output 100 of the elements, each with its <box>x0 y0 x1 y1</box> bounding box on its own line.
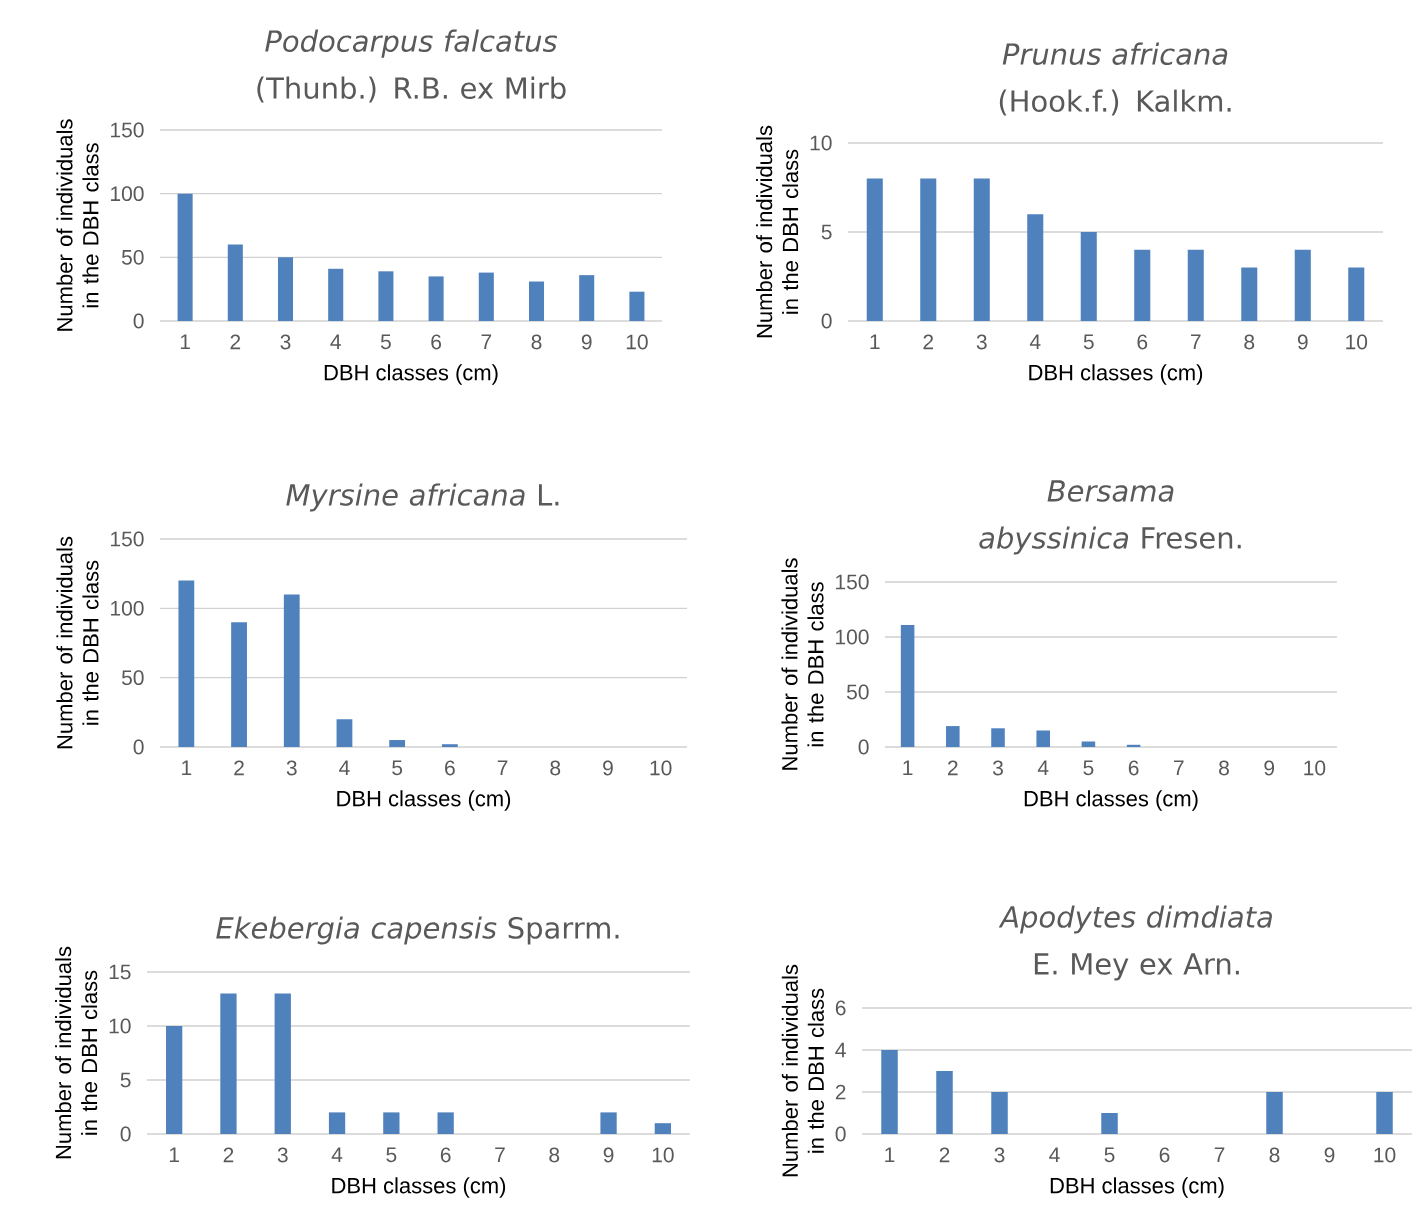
x-tick-label: 5 <box>386 1147 397 1163</box>
y-axis-title: Number of individuals in the DBH class <box>781 558 824 770</box>
y-axis-title: Number of individuals in the DBH class <box>55 946 98 1159</box>
x-tick-label: 4 <box>339 760 350 775</box>
bar <box>881 1049 898 1134</box>
bar <box>1080 231 1097 321</box>
x-tick-label: 6 <box>440 1147 451 1163</box>
bar <box>328 268 344 321</box>
chart-title: Bersama abyssinica Fresen. <box>979 480 1241 555</box>
bar <box>277 257 294 321</box>
bar <box>231 622 247 747</box>
x-tick-label: 4 <box>330 334 341 349</box>
bar <box>441 744 458 747</box>
y-tick-label: 0 <box>821 313 832 329</box>
x-tick-label: 10 <box>626 334 648 350</box>
chart-title: Myrsine africana L. <box>286 483 559 512</box>
x-tick-label: 9 <box>1324 1147 1335 1163</box>
bar <box>973 178 990 321</box>
bar <box>1266 1091 1283 1134</box>
x-tick-label: 10 <box>652 1147 674 1163</box>
x-tick-label: 6 <box>445 760 455 776</box>
bar <box>579 275 595 321</box>
bar <box>920 178 937 321</box>
y-tick-label: 150 <box>111 531 144 547</box>
bar <box>600 1112 617 1134</box>
y-tick-label: 2 <box>835 1084 846 1100</box>
x-tick-label: 5 <box>1083 334 1094 350</box>
bar <box>283 594 300 747</box>
x-tick-label: 10 <box>1346 334 1368 350</box>
x-tick-label: 3 <box>976 334 987 350</box>
bar <box>900 624 915 747</box>
x-tick-label: 6 <box>1128 760 1139 776</box>
y-tick-label: 5 <box>821 224 832 240</box>
x-tick-label: 7 <box>481 334 492 349</box>
bar <box>936 1070 953 1134</box>
x-tick-label: 9 <box>603 1147 614 1163</box>
x-tick-label: 1 <box>903 760 913 775</box>
bar <box>991 1091 1008 1134</box>
chart-title: Apodytes dimdiata E. Mey ex Arn. <box>998 905 1272 981</box>
bar <box>1348 267 1365 321</box>
bar <box>1241 267 1258 321</box>
y-tick-label: 5 <box>120 1072 131 1088</box>
chart-title: Ekebergia capensis Sparrm. <box>216 916 619 945</box>
bar <box>428 276 444 321</box>
x-tick-label: 3 <box>280 334 291 350</box>
x-axis-title: DBH classes (cm) <box>324 364 498 385</box>
x-tick-label: 8 <box>1219 760 1229 776</box>
x-tick-label: 5 <box>392 760 403 776</box>
x-tick-label: 4 <box>1029 334 1041 349</box>
x-tick-label: 4 <box>1049 1147 1060 1162</box>
x-tick-label: 8 <box>531 334 542 350</box>
bar <box>1376 1091 1393 1134</box>
y-tick-label: 100 <box>111 600 144 616</box>
bar <box>866 178 883 321</box>
y-tick-label: 50 <box>121 670 144 686</box>
x-tick-label: 8 <box>549 1147 560 1163</box>
y-tick-label: 0 <box>133 739 144 755</box>
bar <box>478 272 494 321</box>
bar <box>654 1123 671 1134</box>
bar <box>1187 249 1204 321</box>
x-tick-label: 7 <box>1214 1147 1225 1162</box>
x-tick-label: 1 <box>169 1147 179 1162</box>
bar <box>166 1025 183 1134</box>
bar <box>528 281 545 321</box>
x-tick-label: 7 <box>1191 334 1201 349</box>
x-tick-label: 10 <box>1374 1147 1396 1163</box>
y-tick-label: 4 <box>835 1042 846 1058</box>
x-tick-label: 6 <box>431 334 442 350</box>
x-axis-title: DBH classes (cm) <box>332 1177 506 1198</box>
x-tick-label: 6 <box>1137 334 1148 350</box>
x-tick-label: 3 <box>286 760 297 776</box>
y-tick-label: 100 <box>111 186 144 202</box>
x-axis-title: DBH classes (cm) <box>337 790 511 811</box>
bar <box>1134 249 1151 321</box>
bar <box>1036 730 1050 747</box>
bar <box>336 719 353 747</box>
x-tick-label: 2 <box>230 334 241 350</box>
x-tick-label: 1 <box>885 1147 895 1162</box>
x-tick-label: 8 <box>1244 334 1255 350</box>
y-axis-title: Number of individuals in the DBH class <box>56 536 99 749</box>
bar <box>437 1112 454 1134</box>
y-tick-label: 10 <box>810 135 832 151</box>
x-tick-label: 2 <box>948 760 958 776</box>
x-tick-label: 9 <box>603 760 613 776</box>
x-tick-label: 7 <box>1174 760 1184 775</box>
x-axis-title: DBH classes (cm) <box>1050 1177 1224 1198</box>
x-tick-label: 9 <box>1264 760 1275 776</box>
x-tick-label: 7 <box>495 1147 505 1162</box>
x-tick-label: 2 <box>234 760 244 776</box>
y-axis-title: Number of individuals in the DBH class <box>781 964 824 1177</box>
bar <box>178 580 195 747</box>
x-axis-title: DBH classes (cm) <box>1024 790 1198 811</box>
bar <box>227 244 243 321</box>
x-tick-label: 5 <box>1083 760 1094 776</box>
y-tick-label: 150 <box>836 574 869 590</box>
bar <box>1294 249 1311 321</box>
y-tick-label: 0 <box>133 313 144 329</box>
x-tick-label: 3 <box>992 760 1003 776</box>
chart-title: Prunus africana (Hook.f.) Kalkm. <box>999 42 1231 116</box>
bar <box>328 1112 346 1134</box>
